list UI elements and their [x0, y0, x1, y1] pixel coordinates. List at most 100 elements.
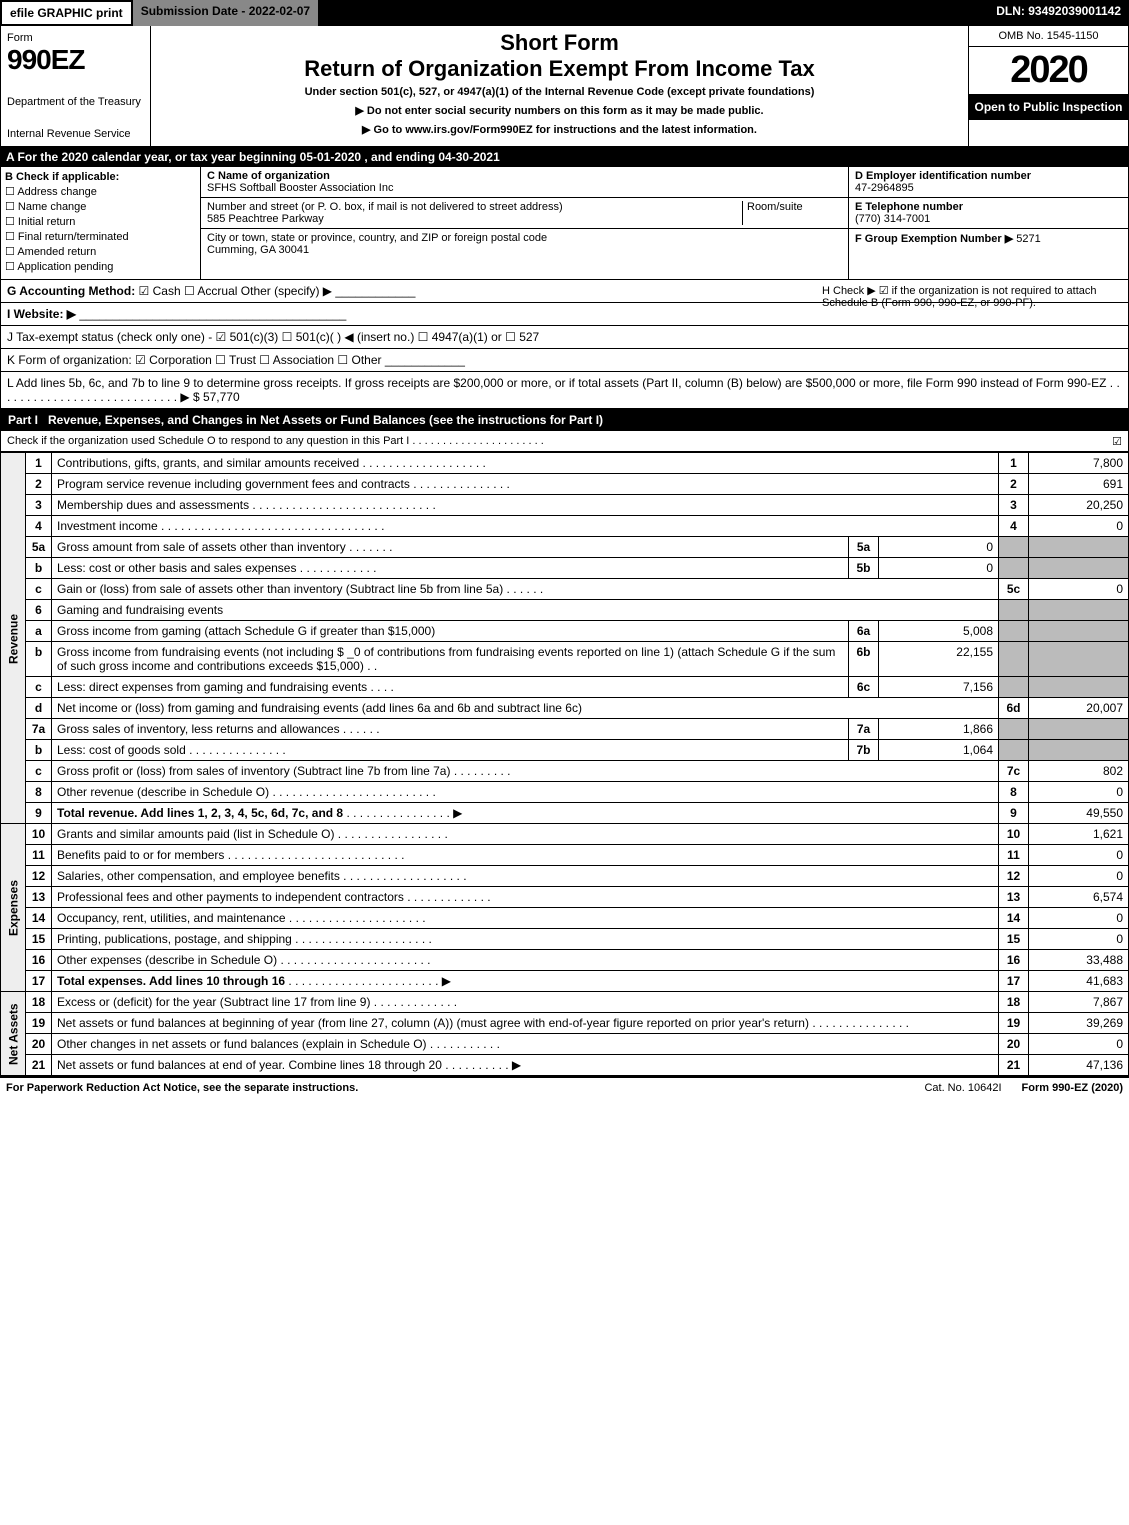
- line-num: 8: [26, 782, 52, 803]
- line-ref: 7c: [999, 761, 1029, 782]
- line-desc: Contributions, gifts, grants, and simila…: [57, 456, 359, 470]
- city-row: City or town, state or province, country…: [201, 229, 848, 259]
- line-val: 0: [1029, 782, 1129, 803]
- line-21: 21 Net assets or fund balances at end of…: [1, 1055, 1129, 1076]
- line-num: 5a: [26, 537, 52, 558]
- part1-check: ☑: [1112, 435, 1122, 448]
- dln: DLN: 93492039001142: [988, 0, 1129, 26]
- line-ref: 18: [999, 992, 1029, 1013]
- line-6d: d Net income or (loss) from gaming and f…: [1, 698, 1129, 719]
- part1-subtitle: Check if the organization used Schedule …: [7, 435, 409, 447]
- grey-cell: [999, 621, 1029, 642]
- form-label: Form: [7, 32, 144, 44]
- cb-initial-return[interactable]: ☐ Initial return: [5, 215, 196, 228]
- grey-cell: [999, 537, 1029, 558]
- cb-name-change[interactable]: ☐ Name change: [5, 200, 196, 213]
- line-13: 13 Professional fees and other payments …: [1, 887, 1129, 908]
- line-num: 13: [26, 887, 52, 908]
- line-ref: 3: [999, 495, 1029, 516]
- line-num: 2: [26, 474, 52, 495]
- line-val: 0: [1029, 908, 1129, 929]
- phone-label: E Telephone number: [855, 201, 963, 213]
- street-label: Number and street (or P. O. box, if mail…: [207, 201, 563, 213]
- phone: (770) 314-7001: [855, 213, 930, 225]
- line-val: 7,867: [1029, 992, 1129, 1013]
- grey-cell: [999, 600, 1029, 621]
- line-ref: 16: [999, 950, 1029, 971]
- line-ref: 8: [999, 782, 1029, 803]
- line-ref: 14: [999, 908, 1029, 929]
- efile-print-button[interactable]: efile GRAPHIC print: [0, 0, 133, 26]
- line-ref: 17: [999, 971, 1029, 992]
- sub-label: 7a: [849, 719, 879, 740]
- sub-label: 7b: [849, 740, 879, 761]
- org-name-row: C Name of organization SFHS Softball Boo…: [201, 167, 848, 198]
- line-desc: Program service revenue including govern…: [57, 477, 410, 491]
- line-ref: 11: [999, 845, 1029, 866]
- line-num: b: [26, 642, 52, 677]
- line-ref: 15: [999, 929, 1029, 950]
- under-section: Under section 501(c), 527, or 4947(a)(1)…: [171, 86, 948, 98]
- cb-label: Name change: [18, 201, 87, 213]
- ein-label: D Employer identification number: [855, 170, 1031, 182]
- line-ref: 13: [999, 887, 1029, 908]
- cb-amended[interactable]: ☐ Amended return: [5, 245, 196, 258]
- line-num: 16: [26, 950, 52, 971]
- line-val: 0: [1029, 929, 1129, 950]
- expenses-label: Expenses: [1, 824, 26, 992]
- line-desc: Gross profit or (loss) from sales of inv…: [57, 764, 450, 778]
- group-label: F Group Exemption Number ▶: [855, 233, 1013, 245]
- line-desc: Excess or (deficit) for the year (Subtra…: [57, 995, 370, 1009]
- lines-table: Revenue 1 Contributions, gifts, grants, …: [0, 452, 1129, 1076]
- line-val: 20,007: [1029, 698, 1129, 719]
- sub-val: 7,156: [879, 677, 999, 698]
- line-ref: 6d: [999, 698, 1029, 719]
- line-val: 0: [1029, 845, 1129, 866]
- header-mid: Short Form Return of Organization Exempt…: [151, 26, 968, 146]
- line-num: b: [26, 740, 52, 761]
- line-val: 0: [1029, 516, 1129, 537]
- grey-cell: [1029, 600, 1129, 621]
- cb-final-return[interactable]: ☐ Final return/terminated: [5, 230, 196, 243]
- line-val: 41,683: [1029, 971, 1129, 992]
- inspection-badge: Open to Public Inspection: [969, 94, 1128, 120]
- grey-cell: [999, 558, 1029, 579]
- footer-right: Form 990-EZ (2020): [1022, 1082, 1123, 1094]
- line-val: 0: [1029, 579, 1129, 600]
- line-8: 8 Other revenue (describe in Schedule O)…: [1, 782, 1129, 803]
- info-row: B Check if applicable: ☐ Address change …: [0, 167, 1129, 280]
- line-18: Net Assets 18 Excess or (deficit) for th…: [1, 992, 1129, 1013]
- box-e: E Telephone number (770) 314-7001: [849, 198, 1128, 229]
- line-num: 1: [26, 453, 52, 474]
- grey-cell: [1029, 677, 1129, 698]
- line-num: 11: [26, 845, 52, 866]
- short-form: Short Form: [171, 30, 948, 56]
- return-title: Return of Organization Exempt From Incom…: [171, 56, 948, 82]
- box-c: C Name of organization SFHS Softball Boo…: [201, 167, 848, 279]
- line-num: 12: [26, 866, 52, 887]
- line-ref: 4: [999, 516, 1029, 537]
- warn-link[interactable]: ▶ Go to www.irs.gov/Form990EZ for instru…: [171, 123, 948, 136]
- line-desc: Grants and similar amounts paid (list in…: [57, 827, 334, 841]
- line-num: b: [26, 558, 52, 579]
- line-desc: Net income or (loss) from gaming and fun…: [57, 701, 582, 715]
- sub-val: 5,008: [879, 621, 999, 642]
- cb-address-change[interactable]: ☐ Address change: [5, 185, 196, 198]
- grey-cell: [1029, 642, 1129, 677]
- line-num: 9: [26, 803, 52, 824]
- cb-label: Application pending: [17, 261, 113, 273]
- line-val: 49,550: [1029, 803, 1129, 824]
- cb-pending[interactable]: ☐ Application pending: [5, 260, 196, 273]
- box-f: F Group Exemption Number ▶ 5271: [849, 229, 1128, 248]
- sub-val: 0: [879, 537, 999, 558]
- line-num: 6: [26, 600, 52, 621]
- line-desc: Total expenses. Add lines 10 through 16: [57, 974, 285, 988]
- sub-label: 6c: [849, 677, 879, 698]
- line-num: 21: [26, 1055, 52, 1076]
- box-gh: H Check ▶ ☑ if the organization is not r…: [0, 280, 1129, 303]
- line-val: 33,488: [1029, 950, 1129, 971]
- line-desc: Occupancy, rent, utilities, and maintena…: [57, 911, 286, 925]
- line-20: 20 Other changes in net assets or fund b…: [1, 1034, 1129, 1055]
- line-6: 6 Gaming and fundraising events: [1, 600, 1129, 621]
- line-16: 16 Other expenses (describe in Schedule …: [1, 950, 1129, 971]
